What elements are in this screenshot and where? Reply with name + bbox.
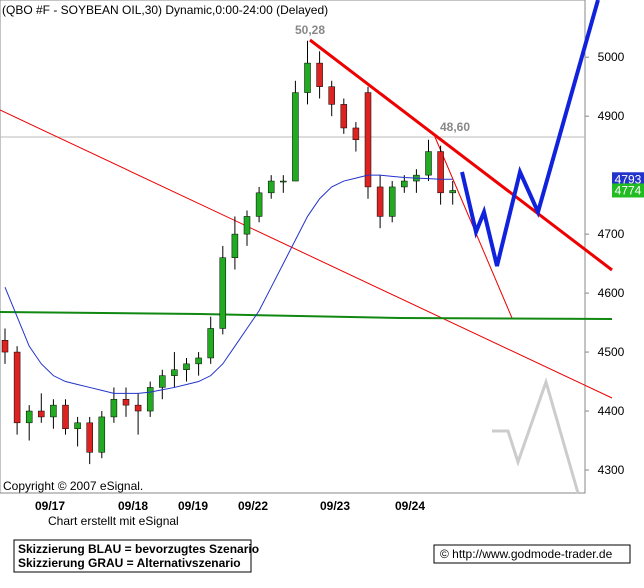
moving-average: [4, 174, 453, 394]
candle-body: [304, 62, 311, 93]
candle-body: [255, 192, 263, 217]
candle-body: [425, 151, 432, 176]
price-label: 4793: [615, 172, 642, 186]
candle-body: [243, 216, 251, 235]
x-tick-label: 09/17: [35, 499, 65, 513]
footer-note: Chart erstellt mit eSignal: [48, 514, 179, 528]
candle-body: [146, 387, 154, 412]
candle-body: [280, 180, 287, 183]
candle-body: [38, 410, 45, 418]
candle-body: [110, 398, 118, 418]
candle-body: [74, 422, 81, 429]
candle-body: [183, 363, 190, 371]
candle-body: [401, 180, 408, 188]
candle-body: [207, 328, 214, 359]
copyright: Copyright © 2007 eSignal.: [3, 479, 143, 493]
legend-line: Skizzierung BLAU = bevorzugtes Szenario: [18, 542, 259, 556]
y-tick-label: 5000: [598, 50, 625, 64]
x-tick-label: 09/24: [395, 499, 425, 513]
trend-line: [0, 109, 613, 399]
candle-body: [292, 92, 299, 182]
x-tick-label: 09/23: [320, 499, 350, 513]
resistance-line: [309, 38, 613, 272]
annotation: 48,60: [440, 120, 470, 134]
x-tick-label: 09/18: [118, 499, 148, 513]
y-tick-label: 4700: [598, 227, 625, 241]
price-label-box: [612, 183, 644, 198]
candle-body: [352, 127, 360, 141]
candle-body: [195, 357, 202, 365]
legend-box: [13, 539, 252, 573]
y-tick-label: 4300: [598, 463, 625, 477]
y-tick-label: 4400: [598, 404, 625, 418]
candle-body: [316, 62, 323, 87]
candle-body: [50, 404, 57, 418]
candle-body: [122, 398, 130, 406]
candle-body: [449, 190, 456, 194]
y-tick-label: 4500: [598, 345, 625, 359]
candle-body: [171, 369, 178, 376]
x-tick-label: 09/22: [238, 499, 268, 513]
candle-body: [13, 351, 21, 424]
candle-body: [231, 233, 239, 258]
candle-body: [328, 86, 335, 105]
candle-body: [364, 92, 372, 188]
candle-body: [219, 257, 227, 329]
candle-body: [388, 186, 396, 217]
candle-body: [98, 416, 106, 453]
support-line: [0, 311, 613, 320]
source: © http://www.godmode-trader.de: [440, 547, 613, 561]
scenario-blue: [460, 0, 600, 267]
candle-body: [340, 104, 348, 129]
candle-body: [267, 180, 275, 194]
y-tick-label: 4900: [598, 109, 625, 123]
candle-body: [159, 375, 166, 388]
x-tick-label: 09/19: [178, 499, 208, 513]
scenario-grey: [492, 377, 580, 494]
legend-line: Skizzierung GRAU = Alternativszenario: [18, 556, 241, 570]
chart-title: (QBO #F - SOYBEAN OIL,30) Dynamic,0:00-2…: [2, 3, 328, 17]
y-tick-label: 4600: [598, 286, 625, 300]
candle-body: [1, 340, 9, 353]
candle-body: [376, 186, 384, 217]
price-label-box: [612, 172, 644, 187]
source-box: [433, 544, 631, 564]
candle-body: [86, 422, 93, 453]
price-label: 4774: [615, 183, 642, 197]
candle-body: [62, 404, 69, 429]
candle-body: [437, 151, 444, 194]
annotation: 50,28: [295, 23, 325, 37]
candle-body: [25, 410, 33, 424]
candle-body: [134, 404, 142, 412]
